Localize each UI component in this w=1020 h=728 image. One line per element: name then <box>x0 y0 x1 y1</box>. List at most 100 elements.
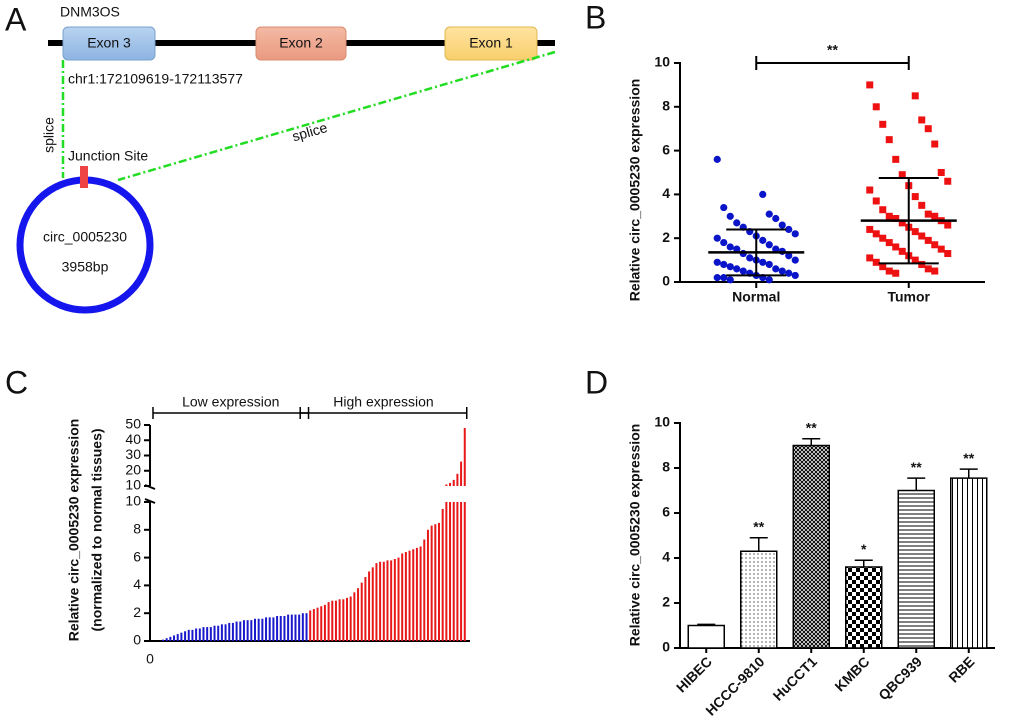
point <box>726 263 734 271</box>
x-tick-label: Normal <box>732 289 780 305</box>
point <box>726 243 734 251</box>
point <box>918 232 926 240</box>
bar <box>950 477 988 649</box>
bar <box>228 622 231 641</box>
bar <box>404 552 407 641</box>
y-tick-label: 30 <box>125 446 141 462</box>
y-tick-label: 2 <box>662 594 670 610</box>
bar <box>235 621 238 641</box>
panel-label: A <box>5 1 27 37</box>
point <box>911 92 919 100</box>
splice-line <box>117 50 556 182</box>
bar <box>224 624 227 641</box>
panel-label: C <box>5 364 28 400</box>
bar <box>202 627 205 641</box>
point <box>911 228 919 236</box>
y-tick-label: 6 <box>662 141 670 157</box>
point <box>872 103 880 111</box>
bar <box>452 479 455 486</box>
circ-name: circ_0005230 <box>43 229 127 245</box>
bar <box>279 615 282 641</box>
junction-label: Junction Site <box>68 148 148 164</box>
point <box>924 125 932 133</box>
bar <box>265 617 268 641</box>
bar <box>169 636 172 641</box>
y-tick-label: 0 <box>662 273 670 289</box>
bar <box>401 553 404 641</box>
bar <box>371 567 374 641</box>
junction-site <box>80 166 88 188</box>
point <box>892 269 900 277</box>
bar <box>320 606 323 641</box>
point <box>733 219 741 227</box>
bar <box>423 539 426 641</box>
bar <box>687 624 725 649</box>
bar <box>353 592 356 641</box>
bar <box>412 549 415 641</box>
bar <box>213 625 216 641</box>
bar <box>239 621 242 641</box>
point <box>892 155 900 163</box>
point <box>911 256 919 264</box>
bar <box>415 547 418 641</box>
bar <box>346 597 348 641</box>
point <box>898 247 906 255</box>
point <box>944 250 952 258</box>
point <box>924 210 932 218</box>
annotation: Low expression <box>182 394 279 410</box>
panel-a: A DNM3OS Exon 3 Exon 2 Exon 1 chr1:17210… <box>5 1 556 314</box>
point <box>931 267 939 275</box>
point <box>759 258 767 266</box>
bar <box>195 628 198 641</box>
circ-rna <box>16 176 154 314</box>
splice-label: splice <box>41 117 57 153</box>
x-tick-label: HIBEC <box>673 653 715 695</box>
point <box>765 210 773 218</box>
y-tick-label: 8 <box>133 521 141 537</box>
bar <box>334 600 337 641</box>
point <box>866 254 874 262</box>
point <box>866 81 874 89</box>
circ-length: 3958bp <box>62 259 109 275</box>
point <box>937 245 945 253</box>
y-tick-label: 2 <box>662 229 670 245</box>
point <box>879 120 887 128</box>
bar <box>257 618 260 641</box>
y-tick-label: 10 <box>654 54 670 70</box>
bar <box>357 588 360 641</box>
bar <box>231 622 234 641</box>
x-tick-label: Tumor <box>887 289 930 305</box>
point <box>765 241 773 249</box>
bar <box>460 502 463 641</box>
bar <box>162 639 164 641</box>
point <box>918 260 926 268</box>
bar <box>206 627 209 641</box>
significance: * <box>861 541 867 557</box>
point <box>872 197 880 205</box>
point <box>739 267 747 275</box>
point <box>944 221 952 229</box>
y-tick-label: 4 <box>133 576 141 592</box>
bar <box>349 596 352 641</box>
significance: ** <box>827 42 838 58</box>
point <box>892 214 900 222</box>
x-tick-label: QBC939 <box>875 653 925 703</box>
point <box>765 260 773 269</box>
point <box>713 258 721 266</box>
y-tick-label: 2 <box>133 604 141 620</box>
exon-box <box>255 26 347 61</box>
point <box>785 252 793 260</box>
bar <box>897 489 935 649</box>
point <box>879 234 887 242</box>
bar <box>434 524 437 641</box>
point <box>720 238 728 247</box>
significance: ** <box>753 518 764 534</box>
point <box>778 267 786 275</box>
point <box>872 230 880 238</box>
point <box>872 258 880 266</box>
point <box>885 239 893 247</box>
exon-label: Exon 3 <box>87 35 131 51</box>
bar <box>331 600 334 641</box>
significance: ** <box>963 450 974 466</box>
point <box>866 186 874 194</box>
